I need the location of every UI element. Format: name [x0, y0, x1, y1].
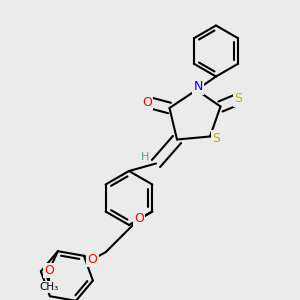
Text: O: O	[142, 95, 152, 109]
Text: N: N	[193, 80, 203, 94]
Text: O: O	[44, 264, 54, 277]
Text: S: S	[235, 92, 242, 106]
Text: O: O	[87, 253, 97, 266]
Text: S: S	[212, 131, 220, 145]
Text: CH₃: CH₃	[39, 282, 58, 292]
Text: O: O	[134, 212, 144, 226]
Text: H: H	[141, 152, 150, 163]
